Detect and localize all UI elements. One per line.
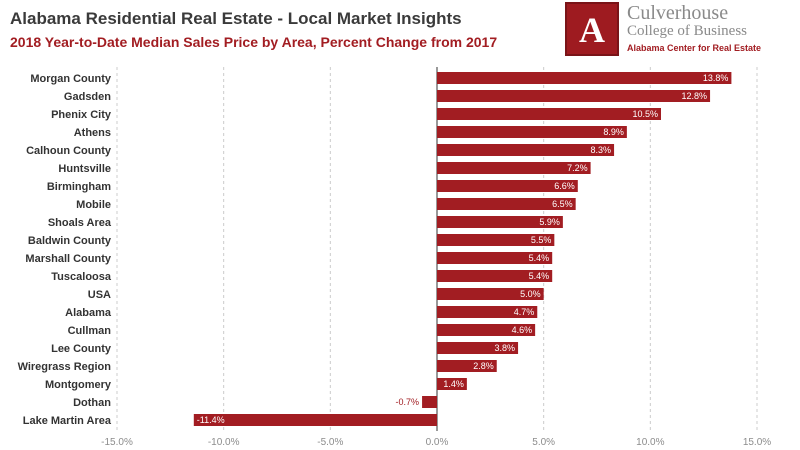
data-label: 8.9% (603, 127, 624, 137)
category-label: Athens (74, 127, 111, 139)
x-tick-label: 10.0% (636, 437, 664, 448)
bar (437, 90, 711, 102)
category-label: Calhoun County (26, 145, 112, 157)
category-label: Lee County (51, 343, 112, 355)
bar (437, 270, 553, 282)
bar (437, 108, 661, 120)
data-label: 6.5% (552, 199, 573, 209)
chart-title: Alabama Residential Real Estate - Local … (10, 9, 462, 28)
bar (437, 126, 627, 138)
data-label: 1.4% (443, 379, 464, 389)
grid-lines (116, 67, 758, 431)
bar (437, 144, 615, 156)
data-label: 5.0% (520, 289, 541, 299)
logo-center: Alabama Center for Real Estate (627, 43, 762, 53)
data-label: 5.4% (529, 271, 550, 281)
bar (422, 396, 437, 408)
data-label: 5.4% (529, 253, 550, 263)
x-tick-label: 5.0% (532, 437, 555, 448)
data-label: 6.6% (554, 181, 575, 191)
category-label: Phenix City (51, 109, 112, 121)
data-label: 12.8% (682, 91, 708, 101)
category-label: Mobile (76, 199, 111, 211)
bar (437, 234, 555, 246)
category-label: USA (88, 289, 111, 301)
bar (437, 324, 536, 336)
svg-text:A: A (579, 10, 605, 49)
culverhouse-logo: A Culverhouse College of Business Alabam… (565, 2, 795, 62)
category-label: Huntsville (58, 163, 111, 175)
bar (437, 360, 497, 372)
category-label: Marshall County (25, 253, 111, 265)
x-tick-label: -5.0% (317, 437, 343, 448)
category-label: Tuscaloosa (51, 271, 112, 283)
data-label: 5.9% (539, 217, 560, 227)
bar (437, 252, 553, 264)
category-label: Dothan (73, 397, 111, 409)
data-label: 3.8% (495, 343, 516, 353)
x-tick-label: -15.0% (101, 437, 133, 448)
data-label: 4.7% (514, 307, 535, 317)
labels: -15.0% -10.0% -5.0% 0.0% 5.0% 10.0% 15.0% Morga… (18, 73, 772, 448)
category-label: Montgomery (45, 379, 112, 391)
data-label: 4.6% (512, 325, 533, 335)
bar (193, 414, 437, 426)
category-label: Shoals Area (48, 217, 112, 229)
category-label: Lake Martin Area (23, 415, 112, 427)
data-label: 13.8% (703, 73, 729, 83)
x-tick-label: 15.0% (743, 437, 771, 448)
bars (193, 72, 732, 426)
data-label: 7.2% (567, 163, 588, 173)
alabama-a-seal-icon: A (565, 2, 619, 56)
data-label: 10.5% (632, 109, 658, 119)
data-label: 8.3% (591, 145, 612, 155)
category-label: Alabama (65, 307, 112, 319)
bar (437, 342, 519, 354)
chart-subtitle: 2018 Year-to-Date Median Sales Price by … (10, 34, 498, 50)
x-tick-label: 0.0% (426, 437, 449, 448)
bar (437, 198, 576, 210)
logo-college: College of Business (627, 23, 747, 39)
category-label: Wiregrass Region (18, 361, 112, 373)
bar (437, 378, 467, 390)
category-label: Cullman (68, 325, 112, 337)
bar (437, 180, 578, 192)
data-label: -11.4% (197, 415, 225, 425)
bar (437, 72, 732, 84)
data-label: -0.7% (396, 397, 420, 407)
data-label: 5.5% (531, 235, 552, 245)
bar (437, 288, 544, 300)
x-tick-label: -10.0% (208, 437, 240, 448)
data-label: 2.8% (473, 361, 494, 371)
category-label: Morgan County (30, 73, 112, 85)
bar (437, 162, 591, 174)
category-label: Birmingham (47, 181, 111, 193)
category-label: Baldwin County (28, 235, 112, 247)
bar (437, 306, 538, 318)
bar (437, 216, 563, 228)
logo-name: Culverhouse (627, 2, 729, 24)
category-label: Gadsden (64, 91, 111, 103)
